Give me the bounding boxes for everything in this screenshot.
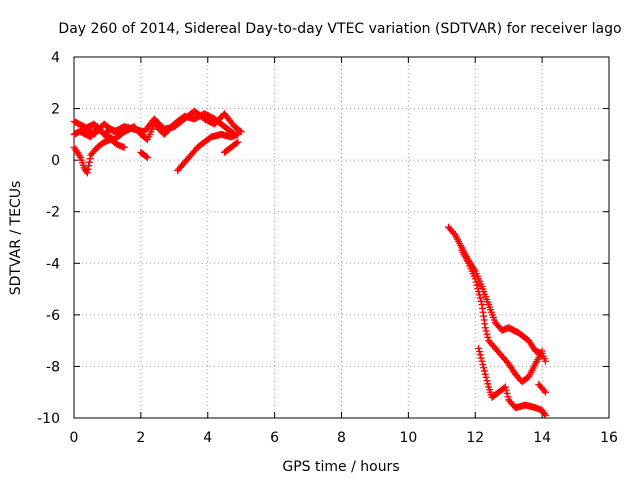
data-point bbox=[474, 284, 482, 292]
y-tick-label: -10 bbox=[37, 411, 60, 427]
data-point bbox=[476, 294, 484, 302]
data-point bbox=[113, 128, 121, 136]
data-point bbox=[85, 158, 93, 166]
y-tick-label: 2 bbox=[51, 102, 60, 118]
y-tick-label: -4 bbox=[46, 256, 60, 272]
x-tick-label: 0 bbox=[70, 430, 79, 446]
data-point bbox=[504, 393, 512, 401]
data-point bbox=[142, 153, 150, 161]
y-tick-label: -2 bbox=[46, 205, 60, 221]
data-series bbox=[458, 246, 546, 386]
x-tick-label: 6 bbox=[270, 430, 279, 446]
y-tick-label: -6 bbox=[46, 308, 60, 324]
data-point bbox=[483, 330, 491, 338]
x-axis-label: GPS time / hours bbox=[282, 459, 399, 475]
x-tick-label: 8 bbox=[337, 430, 346, 446]
data-point bbox=[234, 130, 242, 138]
data-point bbox=[541, 357, 549, 365]
data-point bbox=[475, 288, 483, 296]
data-point bbox=[236, 127, 244, 135]
data-point bbox=[471, 275, 479, 283]
data-point bbox=[475, 344, 483, 352]
x-tick-label: 14 bbox=[533, 430, 551, 446]
data-point bbox=[480, 364, 488, 372]
data-point bbox=[86, 155, 94, 163]
data-point bbox=[120, 143, 128, 151]
data-point bbox=[481, 370, 489, 378]
data-series bbox=[174, 130, 242, 174]
data-point bbox=[541, 411, 549, 419]
data-point bbox=[85, 162, 93, 170]
data-series bbox=[220, 138, 242, 156]
data-point bbox=[483, 377, 491, 385]
data-point bbox=[475, 291, 483, 299]
data-point bbox=[480, 367, 488, 375]
y-tick-label: 4 bbox=[51, 50, 60, 66]
tick-labels: 0 2 4 6 8 10 12 14 16 -10 -8 -6 -4 -2 0 2 4 bbox=[37, 50, 618, 446]
x-tick-label: 16 bbox=[600, 430, 618, 446]
data-point bbox=[477, 297, 485, 305]
x-tick-label: 4 bbox=[203, 430, 212, 446]
data-series bbox=[77, 123, 121, 141]
data-point bbox=[479, 360, 487, 368]
x-tick-label: 2 bbox=[136, 430, 145, 446]
data-point bbox=[502, 386, 510, 394]
data-point bbox=[482, 327, 490, 335]
data-series bbox=[535, 380, 549, 396]
data-point bbox=[475, 348, 483, 356]
data-point bbox=[482, 373, 490, 381]
grid bbox=[74, 57, 609, 418]
data-series bbox=[475, 344, 549, 419]
data-point bbox=[478, 357, 486, 365]
data-point bbox=[83, 169, 91, 177]
data-point bbox=[538, 347, 546, 355]
data-point bbox=[473, 281, 481, 289]
data-point bbox=[481, 324, 489, 332]
data-point bbox=[540, 387, 548, 395]
x-tick-label: 10 bbox=[399, 430, 417, 446]
data-point bbox=[484, 333, 492, 341]
y-tick-label: -8 bbox=[46, 359, 60, 375]
data-point bbox=[450, 229, 458, 237]
data-series bbox=[137, 148, 152, 162]
data-point bbox=[477, 354, 485, 362]
chart-title: Day 260 of 2014, Sidereal Day-to-day VTE… bbox=[58, 21, 621, 37]
data-point bbox=[472, 278, 480, 286]
data-point bbox=[484, 380, 492, 388]
y-tick-label: 0 bbox=[51, 153, 60, 169]
data-point bbox=[233, 139, 241, 147]
data-point bbox=[234, 138, 242, 146]
data-point bbox=[503, 390, 511, 398]
data-series bbox=[445, 223, 549, 365]
y-axis-label: SDTVAR / TECUs bbox=[8, 181, 24, 296]
data-point bbox=[84, 165, 92, 173]
data-point bbox=[541, 388, 549, 396]
data-point bbox=[476, 351, 484, 359]
data-series bbox=[70, 136, 128, 177]
data-point bbox=[144, 154, 152, 162]
data-point bbox=[501, 383, 509, 391]
data-points bbox=[70, 107, 549, 419]
x-tick-label: 12 bbox=[466, 430, 484, 446]
